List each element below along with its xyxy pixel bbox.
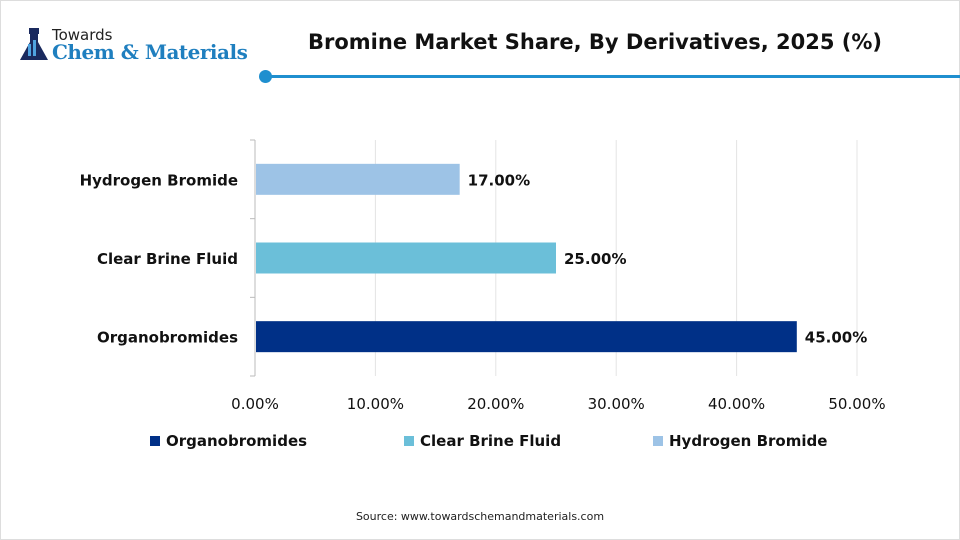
bar — [256, 163, 460, 195]
legend-swatch — [404, 436, 414, 446]
legend-label: Organobromides — [166, 432, 308, 450]
legend-label: Hydrogen Bromide — [669, 432, 828, 450]
legend-item: Hydrogen Bromide — [653, 432, 827, 450]
x-tick-label: 10.00% — [347, 395, 404, 413]
x-tick-label: 40.00% — [708, 395, 765, 413]
logo-line1: Towards — [52, 26, 113, 44]
legend-item: Organobromides — [150, 432, 307, 450]
data-label: 25.00% — [564, 250, 626, 268]
chart-title: Bromine Market Share, By Derivatives, 20… — [308, 30, 882, 54]
source-note: Source: www.towardschemandmaterials.com — [355, 510, 605, 523]
legend: Organobromides Clear Brine Fluid Hydroge… — [0, 432, 960, 454]
logo: Towards Chem & Materials — [18, 26, 258, 66]
bar — [256, 242, 556, 274]
category-label: Hydrogen Bromide — [80, 171, 238, 189]
legend-swatch — [653, 436, 663, 446]
x-tick-label: 0.00% — [231, 395, 279, 413]
data-label: 45.00% — [805, 329, 867, 347]
title-rule-dot — [259, 70, 272, 83]
bar — [256, 321, 797, 353]
x-tick-label: 30.00% — [588, 395, 645, 413]
legend-item: Clear Brine Fluid — [404, 432, 561, 450]
category-label: Organobromides — [97, 329, 238, 347]
x-tick-label: 50.00% — [828, 395, 885, 413]
title-rule — [266, 75, 960, 78]
flask-icon — [20, 28, 48, 60]
legend-label: Clear Brine Fluid — [420, 432, 562, 450]
x-tick-label: 20.00% — [467, 395, 524, 413]
data-label: 17.00% — [468, 171, 530, 189]
legend-swatch — [150, 436, 160, 446]
logo-line2: Chem & Materials — [52, 40, 248, 64]
category-label: Clear Brine Fluid — [97, 250, 238, 268]
